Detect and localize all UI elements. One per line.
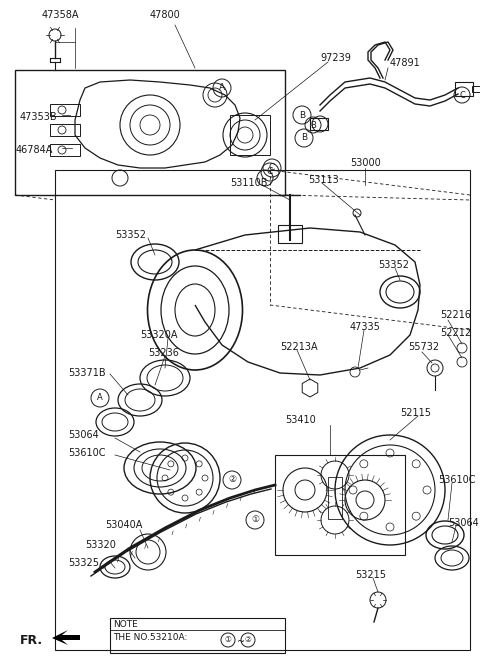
Text: 55732: 55732: [408, 342, 439, 352]
Text: ①: ①: [225, 636, 231, 644]
Text: 47335: 47335: [350, 322, 381, 332]
Text: 53064: 53064: [448, 518, 479, 528]
Text: 53610C: 53610C: [68, 448, 106, 458]
Text: NOTE: NOTE: [113, 620, 138, 629]
Text: 53352: 53352: [378, 260, 409, 270]
Bar: [110, 618, 285, 653]
Text: 53110B: 53110B: [230, 178, 267, 188]
Text: 52216: 52216: [440, 310, 471, 320]
Text: ①: ①: [251, 516, 259, 524]
Text: 52115: 52115: [400, 408, 431, 418]
Bar: [455, 82, 473, 96]
Bar: [310, 118, 328, 130]
Text: 47353B: 47353B: [20, 112, 58, 122]
Text: 53352: 53352: [115, 230, 146, 240]
Bar: [15, 70, 285, 195]
Text: 46784A: 46784A: [16, 145, 53, 155]
Text: B: B: [301, 134, 307, 142]
Bar: [275, 455, 405, 555]
Text: 53410: 53410: [285, 415, 316, 425]
Text: 97239: 97239: [320, 53, 351, 63]
Text: C: C: [269, 163, 275, 173]
Text: 53610C: 53610C: [438, 475, 476, 485]
Text: C: C: [459, 90, 465, 100]
Bar: [50, 104, 80, 116]
Text: FR.: FR.: [20, 634, 43, 647]
Text: ~: ~: [237, 637, 245, 647]
Text: THE NO.53210A:: THE NO.53210A:: [113, 633, 190, 642]
Text: 53320: 53320: [85, 540, 116, 550]
Text: 53064: 53064: [68, 430, 99, 440]
Text: 47358A: 47358A: [42, 10, 80, 20]
Text: 47800: 47800: [150, 10, 181, 20]
Bar: [472, 86, 480, 92]
Text: 53236: 53236: [148, 348, 179, 358]
Text: 53371B: 53371B: [68, 368, 106, 378]
Text: 52213A: 52213A: [280, 342, 318, 352]
Text: B: B: [299, 110, 305, 120]
Text: ②: ②: [228, 476, 236, 484]
Text: 53215: 53215: [355, 570, 386, 580]
Text: C: C: [267, 167, 273, 177]
Text: 53113: 53113: [308, 175, 339, 185]
Bar: [328, 477, 342, 519]
Bar: [55, 170, 470, 650]
Text: ②: ②: [245, 636, 252, 644]
Text: 47891: 47891: [390, 58, 421, 68]
Text: 53320A: 53320A: [140, 330, 178, 340]
Text: 53040A: 53040A: [105, 520, 143, 530]
Text: A: A: [219, 84, 225, 92]
Text: A: A: [97, 393, 103, 403]
Bar: [50, 124, 80, 136]
Text: 53325: 53325: [68, 558, 99, 568]
Text: 53000: 53000: [350, 158, 381, 168]
Bar: [278, 225, 302, 243]
Polygon shape: [52, 630, 80, 645]
Text: B: B: [310, 120, 316, 130]
Bar: [230, 115, 270, 155]
Text: 52212: 52212: [440, 328, 471, 338]
Bar: [50, 144, 80, 156]
